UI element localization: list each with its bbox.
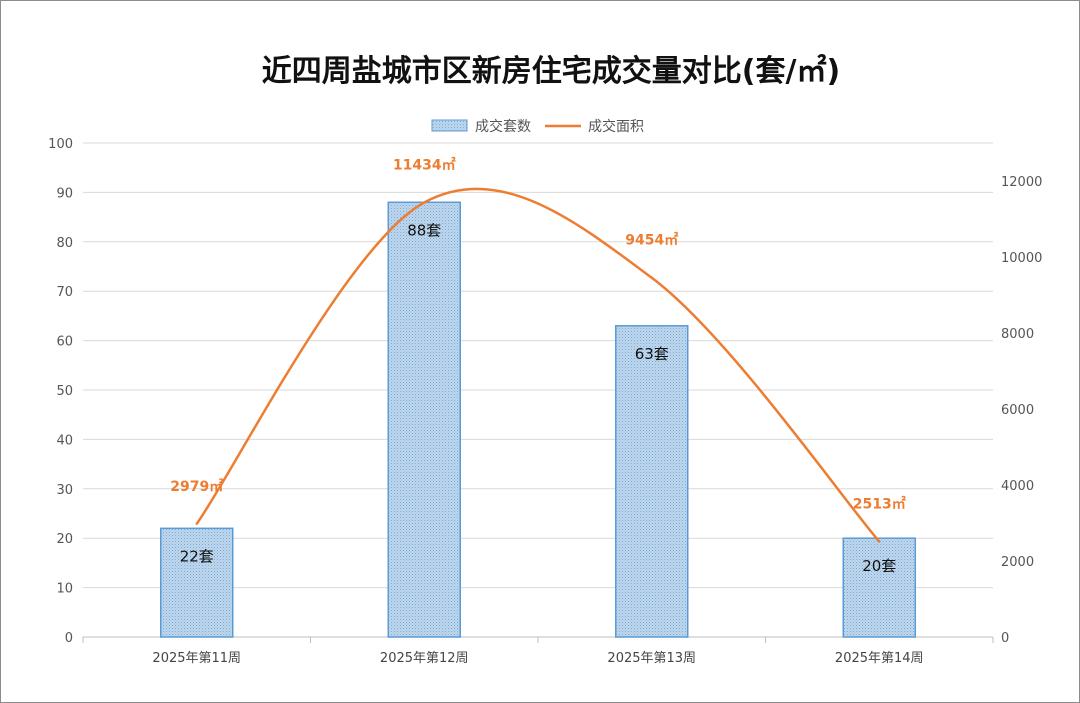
bar-data-label: 88套 [407,221,441,239]
line-data-label: 9454㎡ [625,232,678,249]
left-tick-label: 100 [48,137,73,152]
left-tick-label: 30 [56,483,73,498]
right-tick-label: 12000 [1001,175,1042,190]
bar [842,537,916,638]
right-tick-label: 0 [1001,631,1009,646]
chart-title: 近四周盐城市区新房住宅成交量对比(套/㎡) [262,54,840,89]
line-point [423,201,426,204]
gridlines [83,142,993,638]
left-tick-label: 40 [56,433,73,448]
legend-swatch-bar [431,119,468,132]
left-tick-label: 10 [56,582,73,597]
left-tick-label: 20 [56,532,73,547]
line-data-label: 2513㎡ [853,496,906,513]
bar-data-label: 20套 [862,557,896,575]
left-tick-label: 0 [65,631,73,646]
line-point [878,540,881,543]
category-label: 2025年第11周 [152,651,241,666]
left-tick-label: 70 [56,285,73,300]
right-tick-label: 2000 [1001,555,1034,570]
right-tick-label: 4000 [1001,479,1034,494]
right-tick-label: 8000 [1001,327,1034,342]
line-path [195,187,881,543]
line-data-label: 11434㎡ [393,157,456,174]
line-series: 2979㎡ 11434㎡ 9454㎡ 2513㎡ [170,157,906,543]
right-tick-label: 10000 [1001,251,1042,266]
bars: 22套 88套 63套 20套 [160,201,916,638]
bar-data-label: 22套 [180,547,214,565]
left-tick-label: 90 [56,186,73,201]
category-label: 2025年第13周 [607,651,696,666]
legend-label-line: 成交面积 [588,118,644,135]
right-tick-label: 6000 [1001,403,1034,418]
bar-data-label: 63套 [635,345,669,363]
left-tick-label: 60 [56,335,73,350]
left-tick-label: 80 [56,236,73,251]
line-point [650,276,653,279]
category-label: 2025年第14周 [835,651,924,666]
left-axis: 0 10 20 30 40 50 60 70 80 90 100 [48,137,73,646]
category-label: 2025年第12周 [380,651,469,666]
line-data-label: 2979㎡ [170,478,223,495]
bar [160,527,234,638]
legend-label-bar: 成交套数 [475,118,531,135]
category-axis: 2025年第11周 2025年第12周 2025年第13周 2025年第14周 [82,637,994,666]
bar [615,325,689,638]
legend: 成交套数 成交面积 [431,118,644,135]
line-point [195,522,198,525]
right-axis: 0 2000 4000 6000 8000 10000 12000 [1001,175,1042,646]
bar [387,201,461,638]
left-tick-label: 50 [56,384,73,399]
